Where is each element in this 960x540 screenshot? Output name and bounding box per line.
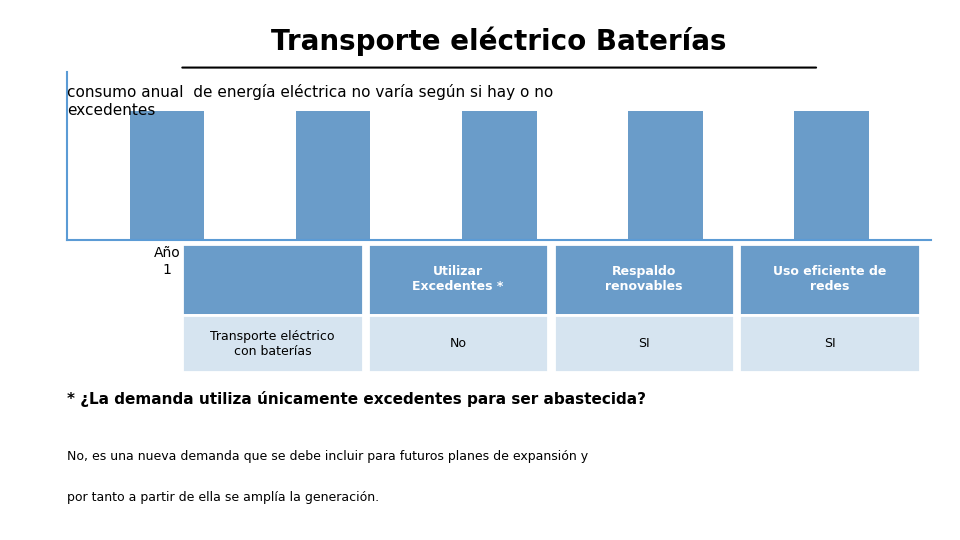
Text: Respaldo
renovables: Respaldo renovables bbox=[605, 265, 683, 293]
FancyBboxPatch shape bbox=[182, 244, 363, 315]
Text: consumo anual  de energía eléctrica no varía según si hay o no: consumo anual de energía eléctrica no va… bbox=[67, 84, 554, 100]
FancyBboxPatch shape bbox=[739, 315, 920, 373]
Text: * ¿La demanda utiliza únicamente excedentes para ser abastecida?: * ¿La demanda utiliza únicamente exceden… bbox=[67, 392, 646, 407]
Text: Transporte eléctrico
con baterías: Transporte eléctrico con baterías bbox=[210, 330, 335, 357]
Text: SI: SI bbox=[638, 337, 650, 350]
Text: No, es una nueva demanda que se debe incluir para futuros planes de expansión y: No, es una nueva demanda que se debe inc… bbox=[67, 450, 588, 463]
Bar bbox=[296, 111, 371, 240]
Bar bbox=[628, 111, 703, 240]
Text: excedentes: excedentes bbox=[67, 103, 156, 118]
Text: Uso eficiente de
redes: Uso eficiente de redes bbox=[773, 265, 886, 293]
FancyBboxPatch shape bbox=[554, 315, 734, 373]
Text: por tanto a partir de ella se amplía la generación.: por tanto a partir de ella se amplía la … bbox=[67, 491, 379, 504]
FancyBboxPatch shape bbox=[182, 315, 363, 373]
Text: No: No bbox=[449, 337, 467, 350]
Text: Transporte eléctrico Baterías: Transporte eléctrico Baterías bbox=[272, 26, 727, 56]
Bar bbox=[794, 111, 869, 240]
Bar bbox=[462, 111, 537, 240]
FancyBboxPatch shape bbox=[739, 244, 920, 315]
FancyBboxPatch shape bbox=[554, 244, 734, 315]
Text: Utilizar
Excedentes *: Utilizar Excedentes * bbox=[413, 265, 504, 293]
Text: SI: SI bbox=[824, 337, 835, 350]
FancyBboxPatch shape bbox=[368, 244, 548, 315]
FancyBboxPatch shape bbox=[368, 315, 548, 373]
Bar bbox=[130, 111, 204, 240]
